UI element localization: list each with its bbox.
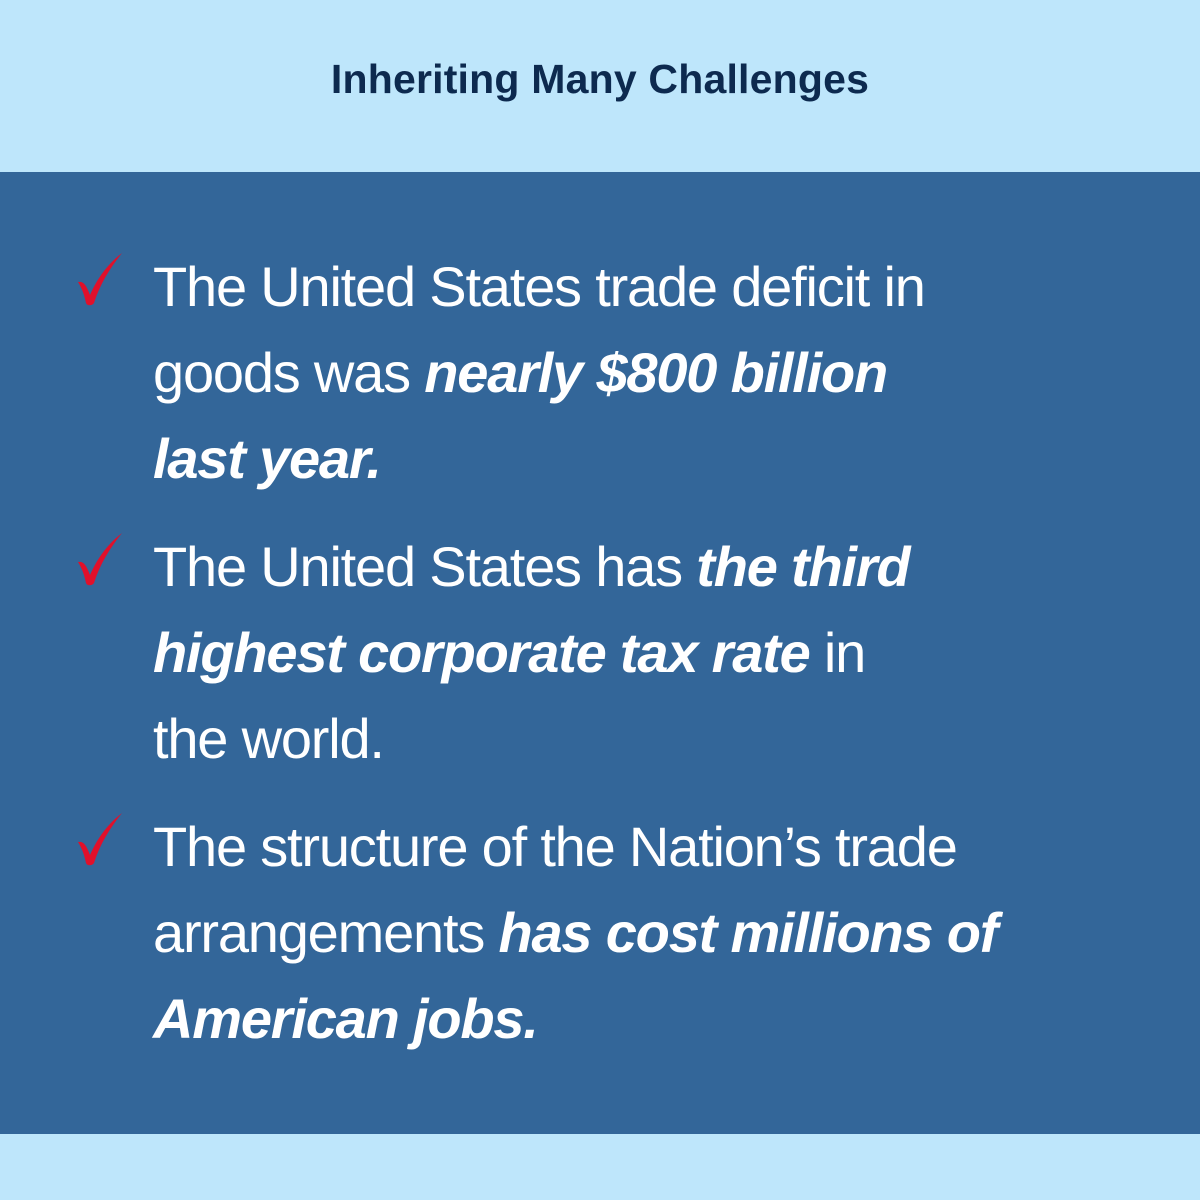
text-emphasis: American jobs.: [153, 987, 539, 1050]
text-line: The structure of the Nation’s trade: [153, 804, 1153, 890]
list-item-text: The structure of the Nation’s trade arra…: [153, 804, 1153, 1062]
text-plain: goods was: [153, 341, 425, 404]
text-plain: arrangements: [153, 901, 499, 964]
header-band: Inheriting Many Challenges: [0, 0, 1200, 172]
text-emphasis: nearly $800 billion: [424, 341, 888, 404]
text-emphasis: has cost millions of: [498, 901, 998, 964]
text-line: The United States has the third: [153, 524, 1153, 610]
check-mark-icon: [72, 251, 128, 307]
text-plain: The structure of the Nation’s trade: [153, 815, 958, 878]
text-line: highest corporate tax rate in: [153, 610, 1153, 696]
text-emphasis: the third: [696, 535, 910, 598]
footer-band: [0, 1134, 1200, 1200]
text-plain: The United States has: [153, 535, 697, 598]
text-line: arrangements has cost millions of: [153, 890, 1153, 976]
text-line: last year.: [153, 416, 1153, 502]
challenges-panel: The United States trade deficit in goods…: [0, 172, 1200, 1134]
text-plain: in: [809, 621, 866, 684]
check-mark-icon: [72, 531, 128, 587]
text-line: the world.: [153, 696, 1153, 782]
text-plain: The United States trade deficit in: [153, 255, 926, 318]
list-item-text: The United States has the third highest …: [153, 524, 1153, 782]
text-line: goods was nearly $800 billion: [153, 330, 1153, 416]
page-title: Inheriting Many Challenges: [330, 55, 870, 102]
text-emphasis: highest corporate tax rate: [153, 621, 811, 684]
text-emphasis: last year.: [153, 427, 382, 490]
list-item-text: The United States trade deficit in goods…: [153, 244, 1153, 502]
text-plain: the world.: [153, 707, 385, 770]
text-line: American jobs.: [153, 976, 1153, 1062]
text-line: The United States trade deficit in: [153, 244, 1153, 330]
check-mark-icon: [72, 811, 128, 867]
